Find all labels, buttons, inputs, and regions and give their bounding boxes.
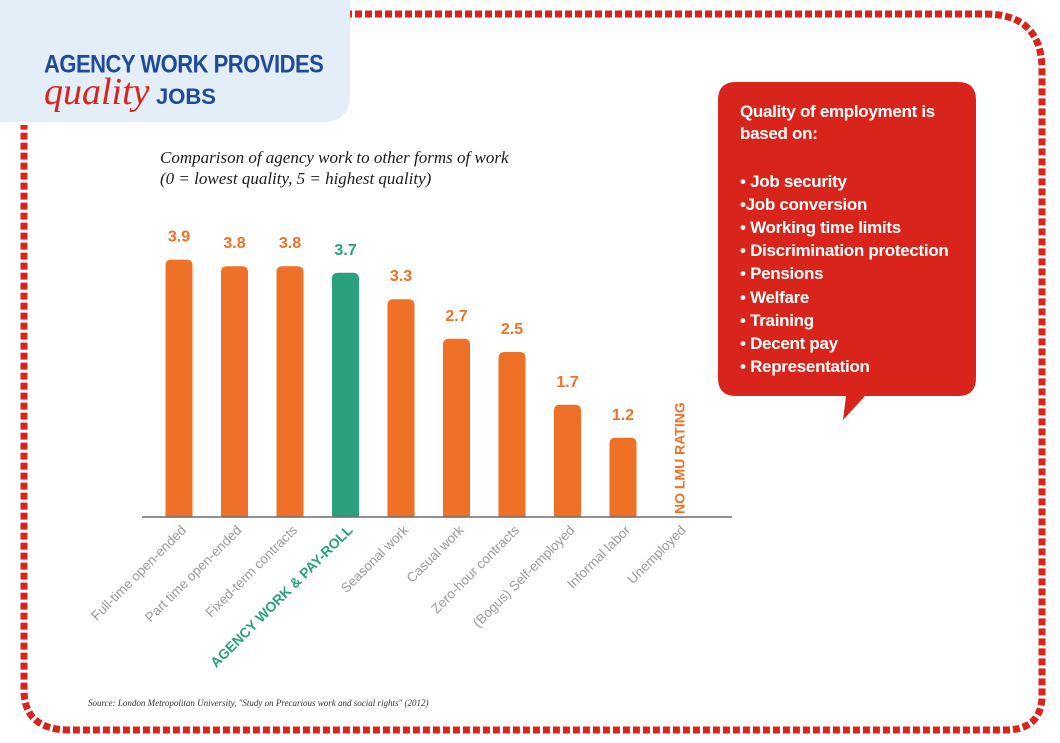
value-label-8: 1.2 [612, 407, 634, 424]
category-label-7: (Bogus) Self-employed [470, 523, 578, 631]
value-label-7: 1.7 [556, 374, 578, 391]
bar-3 [332, 272, 359, 517]
criteria-item: • Decent pay [740, 334, 838, 353]
value-label-1: 3.8 [223, 235, 245, 252]
bar-5 [443, 338, 470, 517]
bar-1 [221, 266, 248, 517]
bar-2 [276, 266, 304, 517]
value-label-2: 3.8 [279, 235, 301, 252]
bar-7 [554, 404, 581, 517]
title-quality-word: quality [44, 71, 150, 113]
value-label-4: 3.3 [390, 268, 412, 285]
category-label-0: Full-time open-ended [88, 523, 189, 624]
title-jobs-word: JOBS [156, 84, 216, 109]
criteria-item: • Welfare [740, 288, 810, 307]
chart-subtitle-line2: (0 = lowest quality, 5 = highest quality… [160, 169, 432, 188]
page-title-line1: AGENCY WORK PROVIDES [44, 50, 324, 78]
criteria-item: • Representation [740, 357, 870, 376]
page-title-line2: quality JOBS [44, 70, 216, 114]
title-block: AGENCY WORK PROVIDES quality JOBS [0, 0, 350, 125]
criteria-heading-line2: based on: [740, 124, 818, 143]
source-note: Source: London Metropolitan University, … [88, 698, 429, 708]
value-label-0: 3.9 [168, 229, 190, 246]
category-label-2: Fixed-term contracts [203, 522, 301, 620]
value-label-6: 2.5 [501, 321, 523, 338]
criteria-item: • Working time limits [740, 218, 901, 237]
category-label-9: Unemployed [624, 523, 688, 587]
bar-0 [165, 259, 193, 517]
no-rating-label: NO LMU RATING [672, 402, 688, 514]
bar-6 [498, 352, 526, 517]
criteria-heading-line1: Quality of employment is [740, 102, 935, 121]
bar-8 [609, 437, 637, 517]
criteria-item: • Pensions [740, 264, 824, 283]
category-label-1: Part time open-ended [142, 523, 244, 625]
value-label-5: 2.7 [445, 308, 467, 325]
value-label-3: 3.7 [334, 242, 356, 259]
criteria-item: •Job conversion [740, 195, 868, 214]
criteria-item: • Discrimination protection [740, 241, 949, 260]
criteria-item: • Job security [740, 172, 847, 191]
bar-4 [387, 299, 415, 517]
chart-subtitle-line1: Comparison of agency work to other forms… [160, 148, 509, 167]
criteria-item: • Training [740, 311, 814, 330]
